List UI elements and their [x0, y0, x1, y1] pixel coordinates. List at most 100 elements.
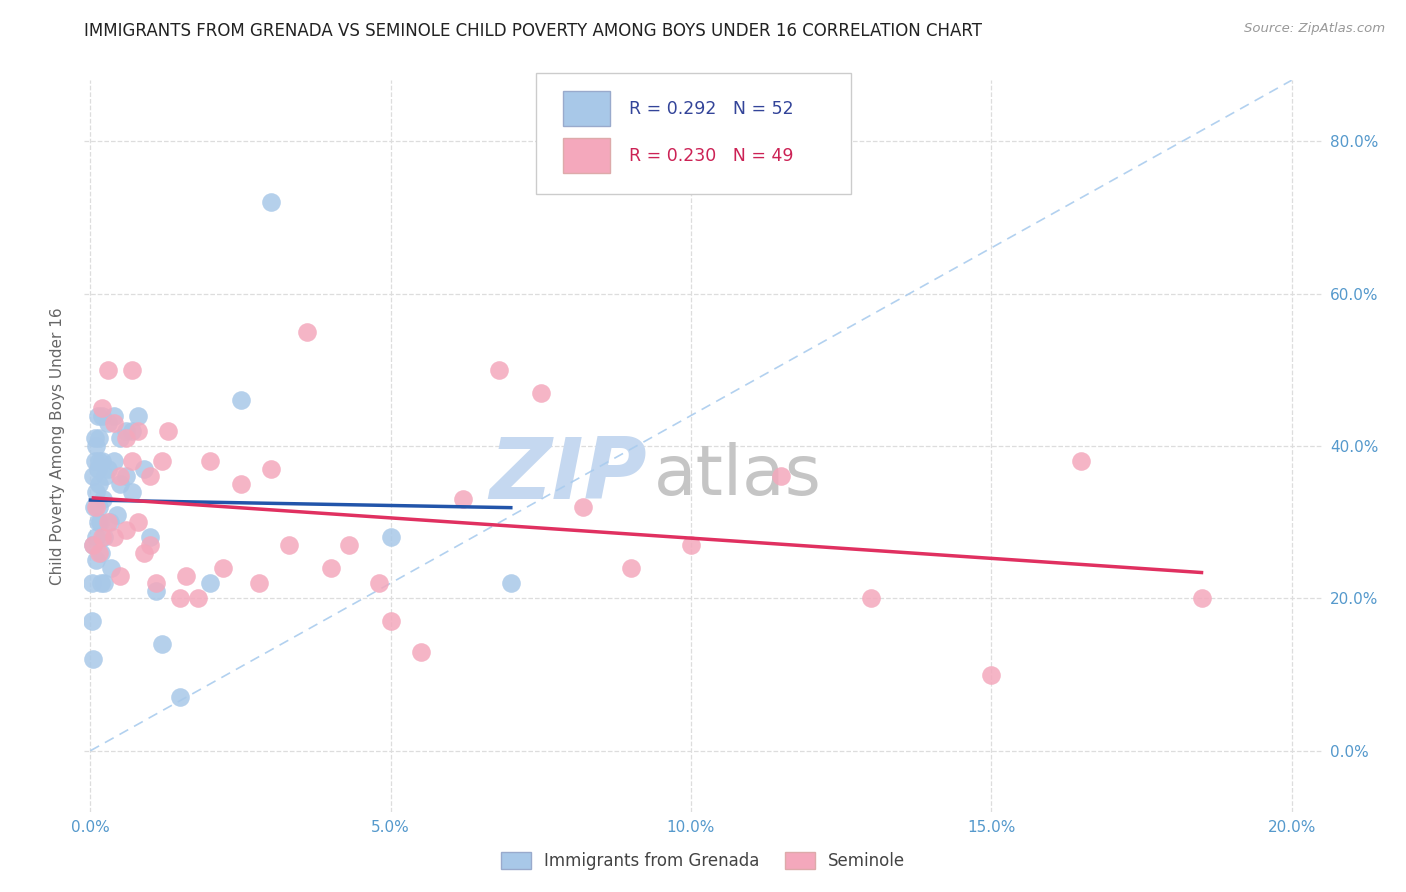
Point [770, 469, 793, 483]
Point [127, 409, 149, 423]
Point [121, 424, 143, 438]
Point [499, 576, 522, 591]
Point [90, 546, 112, 560]
Point [110, 431, 132, 445]
Point [82, 614, 104, 628]
Point [89, 431, 111, 445]
Point [91, 492, 114, 507]
Point [110, 477, 132, 491]
Text: Source: ZipAtlas.com: Source: ZipAtlas.com [1244, 22, 1385, 36]
Point [86, 484, 108, 499]
Point [259, 462, 281, 476]
Point [94, 469, 117, 483]
Point [319, 561, 342, 575]
Point [87, 500, 110, 514]
Point [139, 530, 162, 544]
Point [337, 538, 360, 552]
Point [139, 538, 162, 552]
Point [83, 431, 105, 445]
Point [103, 409, 125, 423]
Point [157, 424, 180, 438]
Point [620, 561, 643, 575]
Point [1191, 591, 1213, 606]
Point [110, 568, 132, 582]
Text: ZIP: ZIP [489, 434, 647, 516]
Point [229, 477, 252, 491]
Point [200, 576, 222, 591]
Point [84, 454, 107, 468]
FancyBboxPatch shape [536, 73, 852, 194]
Point [86, 530, 108, 544]
Point [139, 469, 162, 483]
Legend: Immigrants from Grenada, Seminole: Immigrants from Grenada, Seminole [495, 845, 911, 877]
Point [97, 462, 120, 476]
Point [110, 469, 132, 483]
Point [80, 576, 103, 591]
Point [451, 492, 474, 507]
Point [105, 508, 128, 522]
Point [176, 568, 198, 582]
Point [87, 409, 110, 423]
Point [86, 439, 108, 453]
Y-axis label: Child Poverty Among Boys Under 16: Child Poverty Among Boys Under 16 [51, 307, 65, 585]
Text: R = 0.230   N = 49: R = 0.230 N = 49 [628, 146, 793, 165]
Point [277, 538, 299, 552]
Point [530, 385, 553, 400]
Point [103, 454, 125, 468]
Point [409, 645, 432, 659]
Point [89, 477, 111, 491]
Point [259, 195, 281, 210]
Point [134, 546, 156, 560]
Point [169, 690, 191, 705]
Text: R = 0.292   N = 52: R = 0.292 N = 52 [628, 100, 793, 118]
Point [169, 591, 191, 606]
Point [152, 454, 174, 468]
Point [83, 500, 105, 514]
Point [121, 484, 143, 499]
Point [127, 515, 149, 529]
Point [98, 515, 121, 529]
Point [1070, 454, 1092, 468]
Point [295, 325, 318, 339]
Point [121, 454, 143, 468]
Point [91, 454, 114, 468]
Point [89, 515, 111, 529]
Point [115, 424, 138, 438]
Point [97, 363, 120, 377]
Point [100, 561, 122, 575]
Point [115, 523, 138, 537]
Point [572, 500, 595, 514]
Point [90, 576, 112, 591]
Point [86, 500, 108, 514]
Point [103, 416, 125, 430]
Point [82, 538, 104, 552]
Point [380, 530, 402, 544]
Bar [564, 138, 610, 173]
Point [86, 515, 108, 529]
Text: atlas: atlas [654, 442, 821, 508]
Point [121, 363, 143, 377]
Point [134, 462, 156, 476]
Point [115, 469, 138, 483]
Point [82, 652, 104, 666]
Point [367, 576, 389, 591]
Point [93, 530, 115, 544]
Point [91, 530, 114, 544]
Point [91, 409, 114, 423]
Point [247, 576, 270, 591]
Point [679, 538, 702, 552]
Point [97, 515, 120, 529]
Point [127, 424, 149, 438]
Point [380, 614, 402, 628]
Point [229, 393, 252, 408]
Point [86, 462, 108, 476]
Point [488, 363, 510, 377]
Point [187, 591, 209, 606]
Point [103, 530, 125, 544]
Bar [564, 91, 610, 127]
Point [152, 637, 174, 651]
Point [860, 591, 883, 606]
Point [97, 416, 120, 430]
Point [84, 553, 107, 567]
Point [145, 576, 167, 591]
